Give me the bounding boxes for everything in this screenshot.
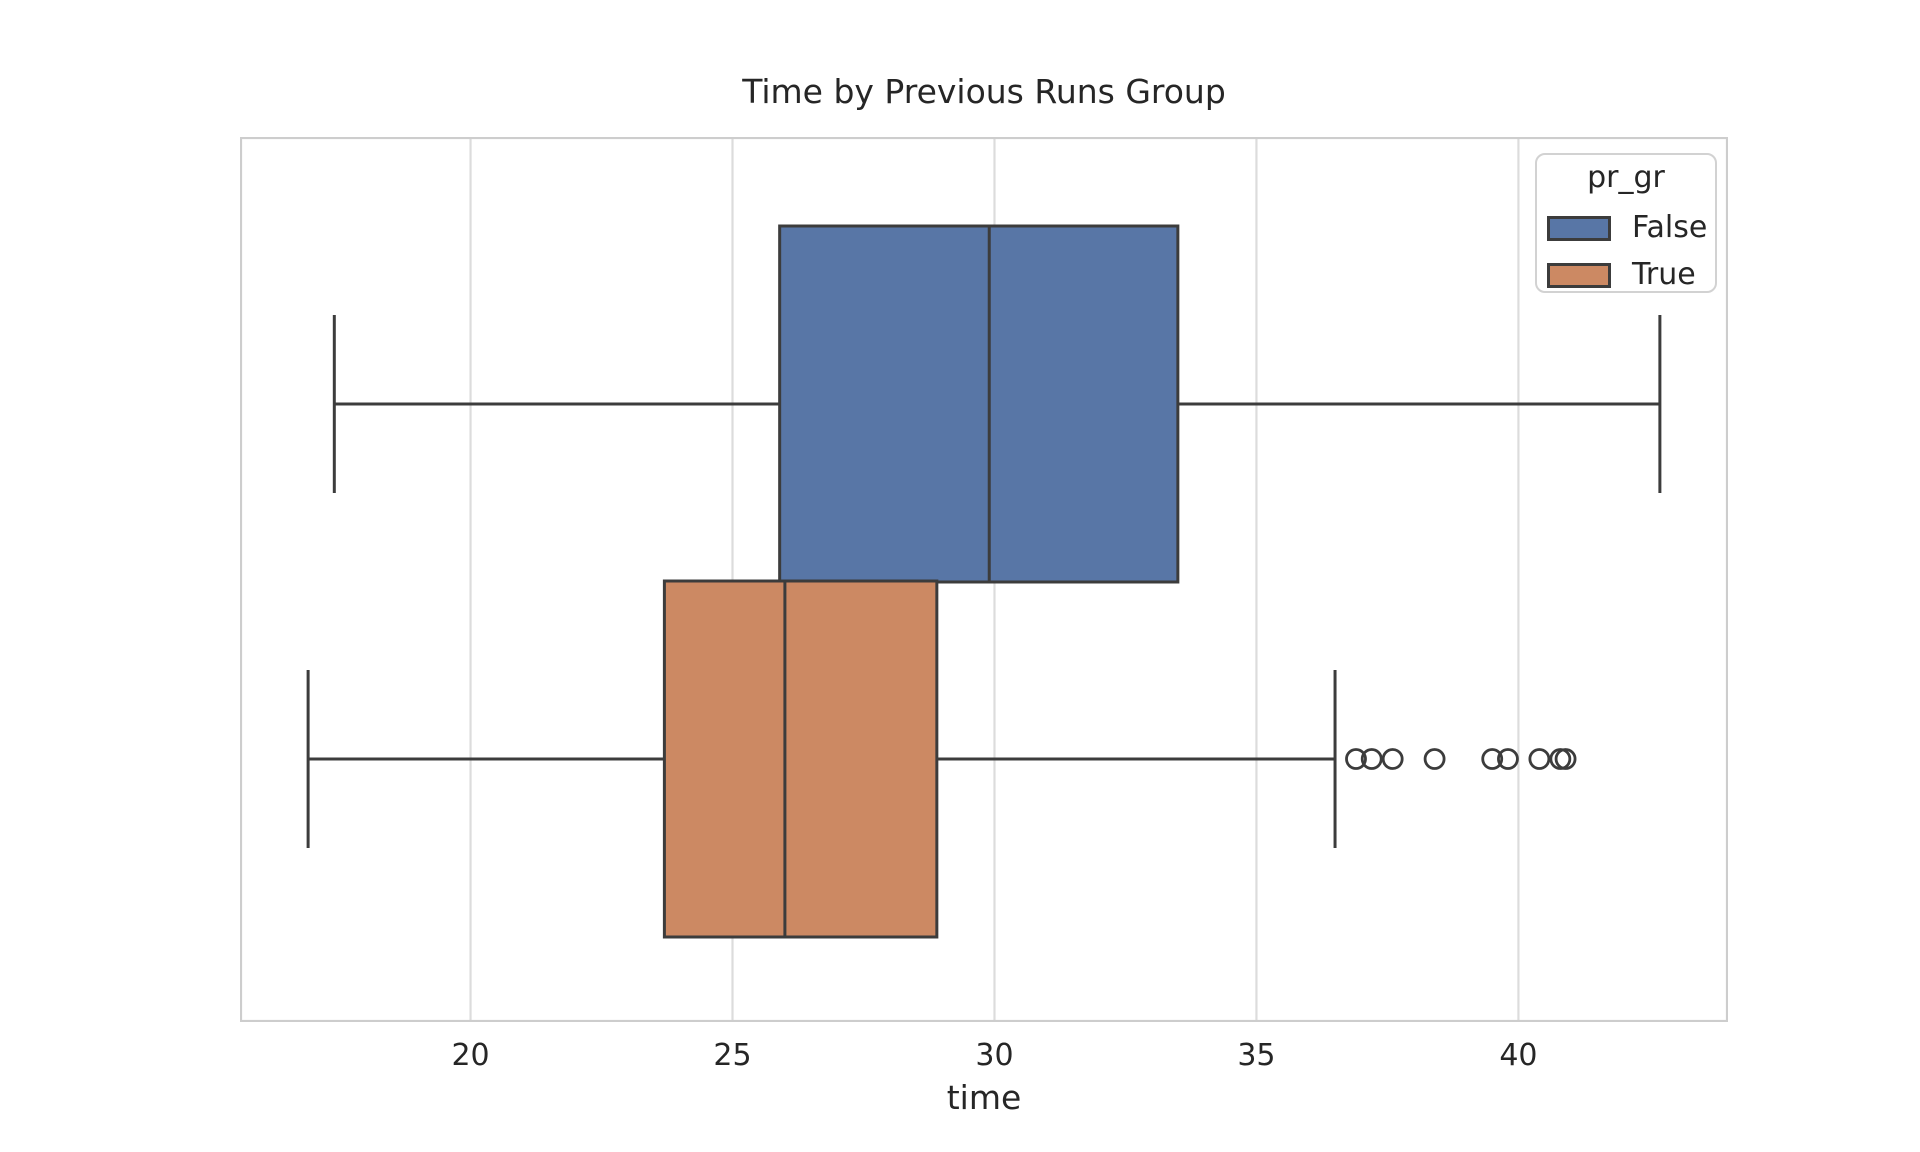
legend-label-false: False [1632, 210, 1708, 245]
x-axis-tick-label: 25 [713, 1038, 752, 1073]
outlier-point [1481, 748, 1504, 770]
axes-frame [240, 137, 1728, 1022]
x-axis-label: time [946, 1078, 1022, 1117]
legend-title: pr_gr [1587, 160, 1665, 195]
x-axis-tick-label: 40 [1499, 1038, 1538, 1073]
plot-title: Time by Previous Runs Group [742, 72, 1226, 111]
box-false [778, 224, 1180, 584]
legend-entry-false: False [1537, 213, 1715, 243]
legend-entry-true: True [1537, 260, 1715, 290]
plot-area [240, 137, 1728, 1022]
x-axis-tick-label: 30 [975, 1038, 1014, 1073]
x-axis-tick-label: 35 [1237, 1038, 1276, 1073]
legend: pr_gr False True [1535, 153, 1717, 293]
box-true [662, 579, 939, 939]
outlier-point [1423, 748, 1446, 770]
legend-swatch-true-icon [1547, 262, 1611, 288]
outlier-point [1381, 748, 1404, 770]
outlier-point [1528, 748, 1551, 770]
x-axis-tick-label: 20 [451, 1038, 490, 1073]
boxplot-canvas [240, 137, 1728, 1022]
outlier-point [1554, 748, 1577, 770]
legend-label-true: True [1632, 257, 1696, 292]
outlier-point [1345, 748, 1367, 770]
outlier-point [1497, 748, 1519, 770]
outlier-point [1360, 748, 1383, 770]
legend-swatch-false-icon [1547, 215, 1611, 241]
